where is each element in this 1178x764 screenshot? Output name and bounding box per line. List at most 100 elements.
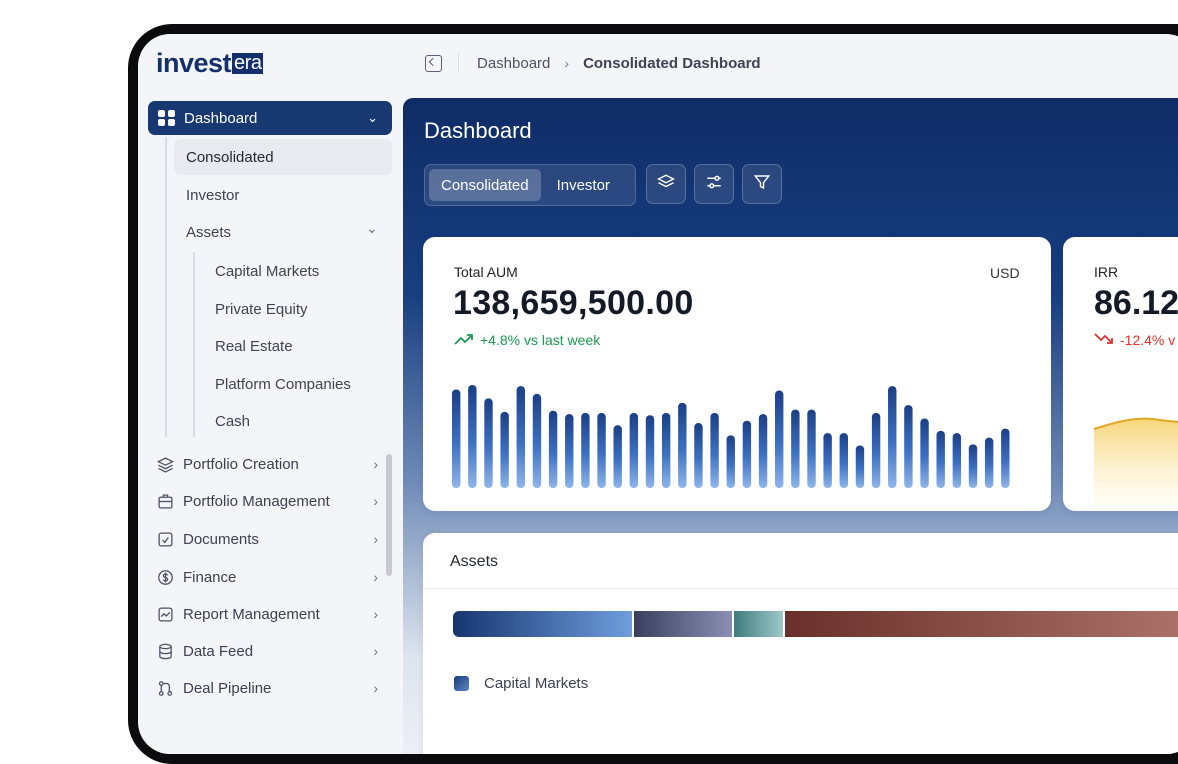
chevron-down-icon: ⌄ bbox=[367, 110, 378, 125]
irr-area-chart bbox=[1093, 417, 1178, 511]
tree-line bbox=[165, 137, 167, 437]
aum-value: 138,659,500.00 bbox=[453, 284, 694, 322]
aum-delta-text: +4.8% vs last week bbox=[480, 332, 601, 348]
tab-consolidated[interactable]: Consolidated bbox=[429, 169, 541, 201]
aum-bar bbox=[661, 412, 671, 488]
sidebar-item-documents[interactable]: Documents › bbox=[156, 525, 378, 553]
sidebar-item-report-management[interactable]: Report Management › bbox=[156, 600, 378, 628]
sidebar-subitem-label: Consolidated bbox=[186, 148, 274, 166]
settings-button[interactable] bbox=[694, 164, 734, 204]
aum-bar bbox=[920, 418, 929, 488]
sidebar-item-label: Documents bbox=[183, 530, 259, 548]
aum-label: Total AUM bbox=[454, 264, 518, 280]
view-tabs: Consolidated Investor bbox=[424, 164, 636, 206]
chevron-right-icon: › bbox=[564, 55, 570, 71]
aum-bar bbox=[726, 435, 735, 488]
chevron-right-icon: › bbox=[373, 680, 378, 696]
aum-bar bbox=[952, 433, 962, 488]
sidebar-item-data-feed[interactable]: Data Feed › bbox=[156, 637, 378, 665]
aum-bar bbox=[936, 430, 945, 488]
sidebar-item-label: Deal Pipeline bbox=[183, 679, 272, 697]
assets-card bbox=[423, 533, 1178, 754]
breadcrumb-parent[interactable]: Dashboard bbox=[477, 54, 551, 72]
aum-bar bbox=[452, 389, 461, 488]
aum-bar bbox=[968, 444, 978, 488]
grid-icon bbox=[158, 109, 175, 127]
sidebar-asset-cash[interactable]: Cash bbox=[215, 413, 251, 430]
irr-card bbox=[1063, 237, 1178, 511]
sidebar-item-portfolio-creation[interactable]: Portfolio Creation › bbox=[156, 450, 378, 478]
aum-bar bbox=[516, 386, 525, 488]
assets-card-title: Assets bbox=[450, 553, 499, 570]
allocation-segment[interactable] bbox=[785, 611, 1178, 637]
sidebar-scrollbar[interactable] bbox=[386, 454, 392, 576]
sidebar-item-portfolio-management[interactable]: Portfolio Management › bbox=[156, 487, 378, 515]
aum-bar bbox=[532, 393, 542, 488]
chevron-right-icon: › bbox=[373, 643, 378, 659]
chevron-right-icon: › bbox=[373, 493, 378, 509]
aum-delta: +4.8% vs last week bbox=[454, 332, 600, 348]
sidebar-subitem-consolidated[interactable]: Consolidated bbox=[174, 139, 392, 175]
sidebar-subitem-assets[interactable]: Assets bbox=[186, 224, 232, 241]
aum-bar bbox=[807, 409, 816, 488]
database-icon bbox=[156, 642, 174, 660]
sidebar-item-label: Dashboard bbox=[184, 109, 258, 127]
pipeline-icon bbox=[156, 679, 174, 697]
aum-bar bbox=[710, 412, 719, 488]
trend-up-icon bbox=[454, 332, 474, 348]
sidebar-asset-platform-companies[interactable]: Platform Companies bbox=[215, 376, 351, 393]
irr-label: IRR bbox=[1094, 264, 1119, 280]
sidebar-subitem-investor[interactable]: Investor bbox=[186, 187, 240, 204]
aum-bar bbox=[694, 423, 703, 488]
sidebar-asset-real-estate[interactable]: Real Estate bbox=[215, 338, 293, 355]
aum-bar bbox=[775, 390, 784, 488]
sidebar-asset-capital-markets[interactable]: Capital Markets bbox=[215, 263, 320, 280]
aum-bar bbox=[597, 412, 606, 488]
chevron-down-icon[interactable]: ⌄ bbox=[366, 220, 378, 236]
aum-bar bbox=[678, 402, 687, 488]
aum-bar bbox=[984, 437, 994, 488]
dollar-icon bbox=[156, 568, 174, 586]
total-aum-card bbox=[423, 237, 1051, 511]
assets-allocation-bar bbox=[453, 611, 1178, 637]
aum-bar bbox=[871, 412, 881, 488]
aum-bar-chart bbox=[452, 384, 1010, 488]
sliders-icon bbox=[705, 173, 723, 196]
layers-button[interactable] bbox=[646, 164, 686, 204]
aum-bar bbox=[645, 415, 655, 488]
page-title: Dashboard bbox=[424, 118, 532, 143]
chevron-right-icon: › bbox=[373, 606, 378, 622]
chevron-right-icon: › bbox=[373, 569, 378, 585]
aum-bar bbox=[791, 409, 800, 488]
sidebar-item-label: Data Feed bbox=[183, 642, 254, 660]
sidebar-item-label: Portfolio Management bbox=[183, 492, 330, 510]
aum-bar bbox=[904, 405, 913, 488]
aum-bar bbox=[742, 420, 752, 488]
logo-accent: era bbox=[232, 52, 264, 74]
sidebar-item-label: Portfolio Creation bbox=[183, 455, 299, 473]
sidebar-item-dashboard[interactable]: Dashboard ⌄ bbox=[148, 101, 392, 135]
tab-investor[interactable]: Investor bbox=[556, 176, 610, 194]
aum-currency: USD bbox=[990, 265, 1020, 281]
allocation-segment[interactable] bbox=[453, 611, 632, 637]
layers-icon bbox=[156, 455, 174, 473]
aum-bar bbox=[1001, 428, 1010, 488]
layers-icon bbox=[656, 173, 676, 196]
filter-button[interactable] bbox=[742, 164, 782, 204]
irr-value: 86.12 bbox=[1094, 284, 1178, 322]
trend-down-icon bbox=[1094, 332, 1114, 348]
app-logo[interactable]: invest era bbox=[156, 48, 264, 79]
sidebar-item-label: Report Management bbox=[183, 605, 320, 623]
allocation-segment[interactable] bbox=[633, 611, 732, 637]
aum-bar bbox=[629, 412, 639, 488]
breadcrumb-current: Consolidated Dashboard bbox=[583, 54, 761, 72]
divider bbox=[423, 588, 1178, 589]
allocation-segment[interactable] bbox=[733, 611, 784, 637]
report-icon bbox=[156, 605, 174, 623]
sidebar-item-deal-pipeline[interactable]: Deal Pipeline › bbox=[156, 674, 378, 702]
collapse-sidebar-icon[interactable] bbox=[425, 54, 442, 72]
sidebar-asset-private-equity[interactable]: Private Equity bbox=[215, 301, 308, 318]
sidebar-item-finance[interactable]: Finance › bbox=[156, 563, 378, 591]
top-bar: Dashboard › Consolidated Dashboard bbox=[425, 52, 761, 74]
aum-bar bbox=[548, 410, 558, 488]
